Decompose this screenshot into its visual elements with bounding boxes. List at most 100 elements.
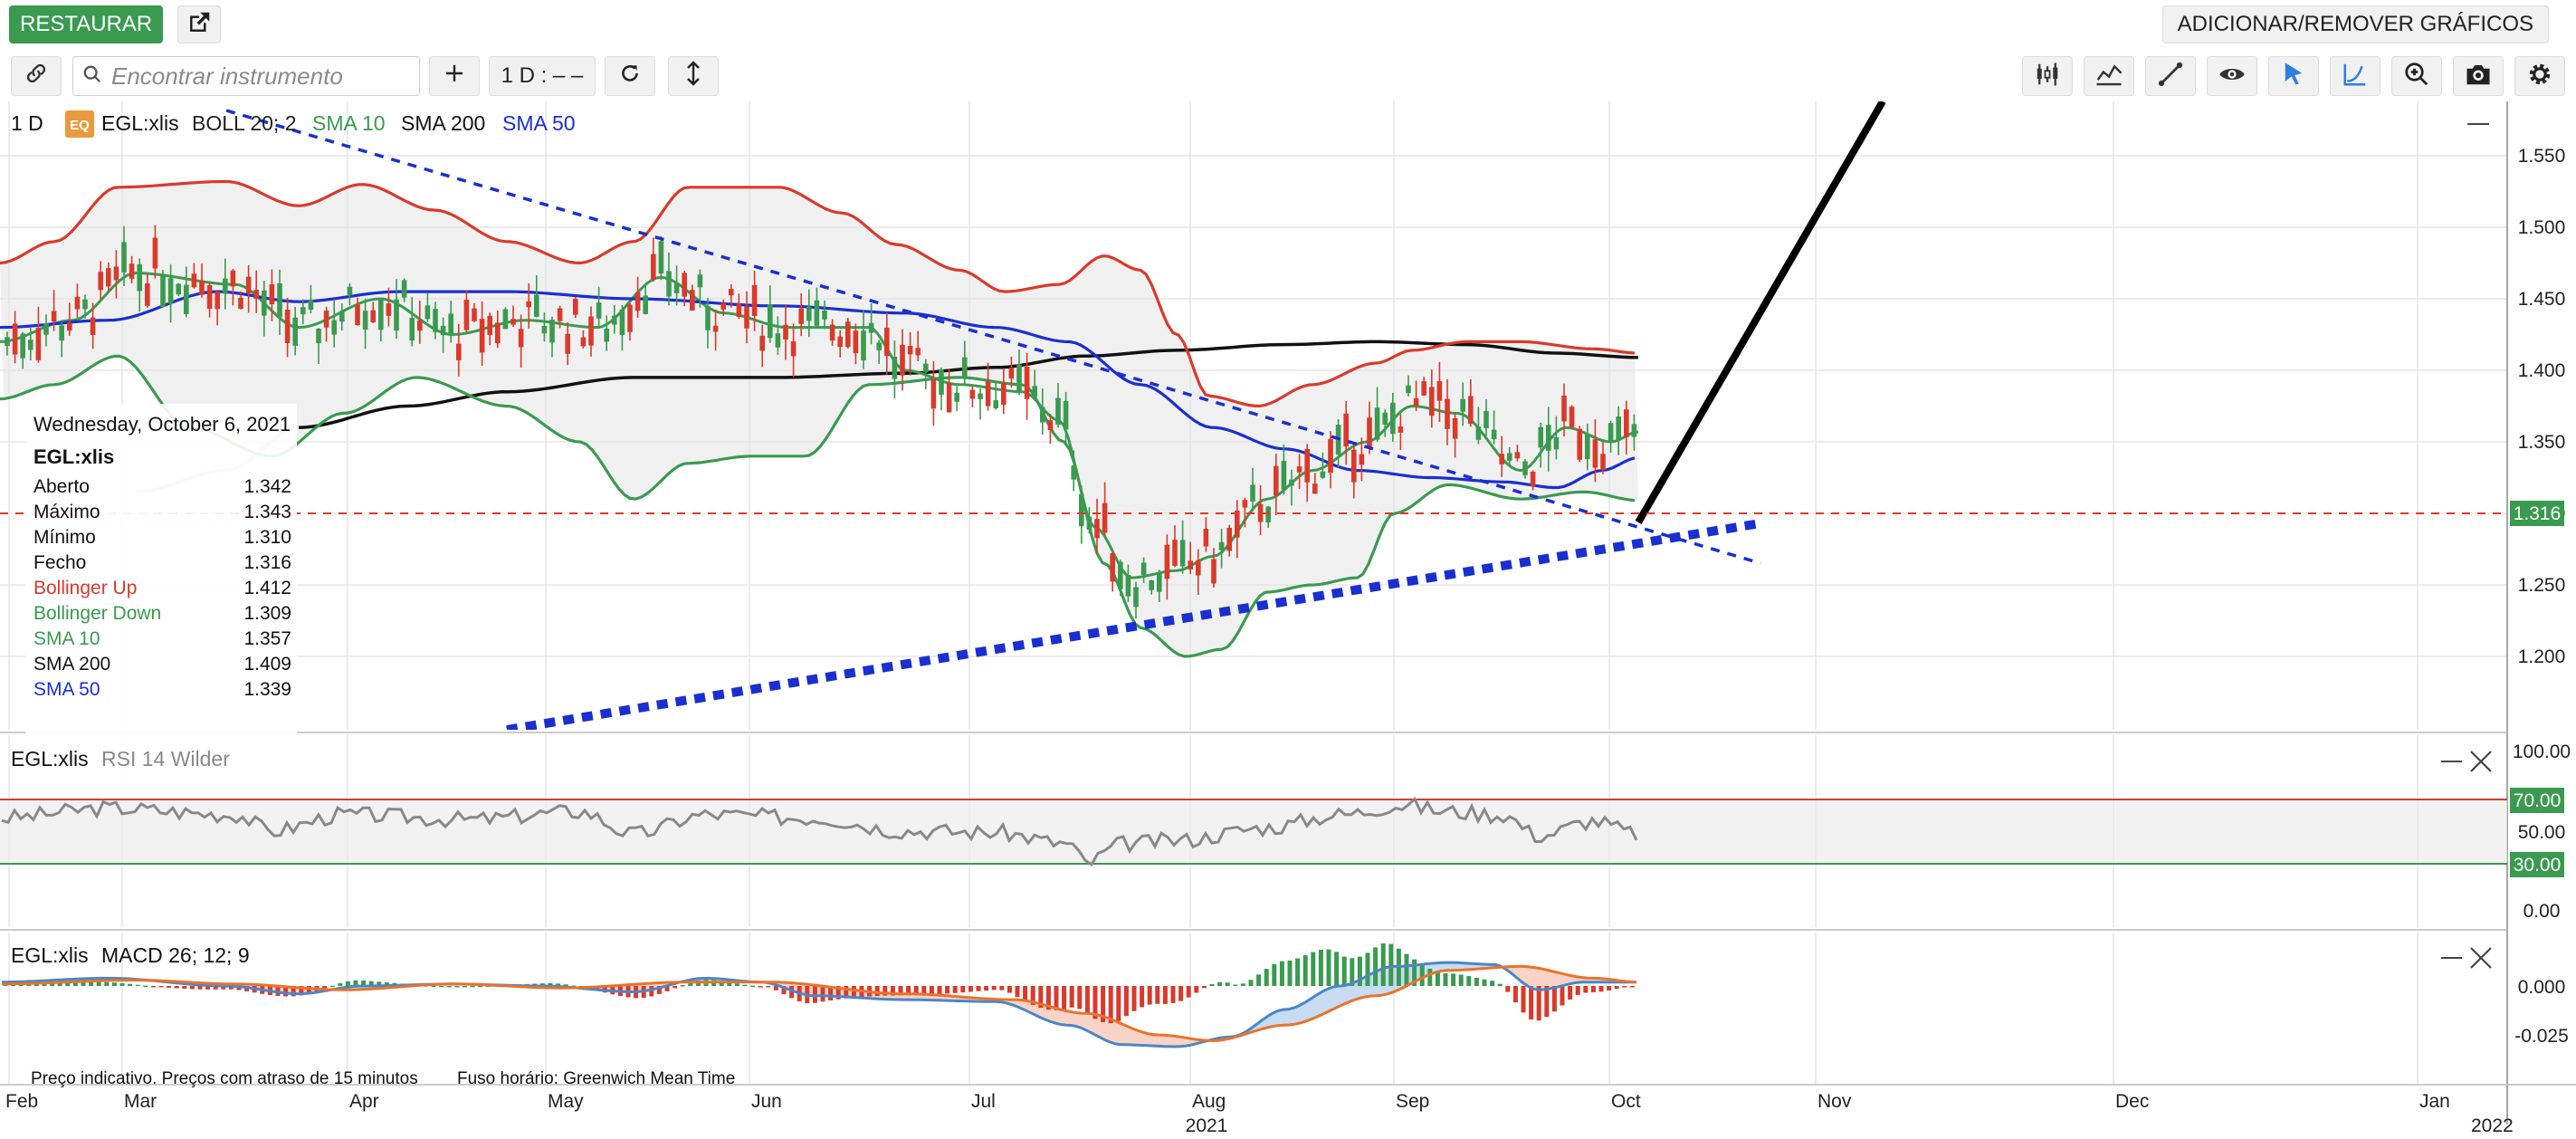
macd-bar [1590,986,1596,992]
macd-bar [945,986,950,994]
candle-body [634,292,641,311]
link-button[interactable] [11,56,62,96]
indicators-button[interactable] [2084,56,2134,96]
cursor-button[interactable] [2268,56,2319,96]
macd-bar [820,986,825,1002]
candle-body [160,275,166,307]
macd-bar [158,986,164,988]
trendline-descending[interactable] [225,109,1761,565]
candle-body [1149,579,1154,590]
instrument-search[interactable] [72,56,420,96]
candle-body [308,299,314,311]
macd-bar [664,986,670,991]
macd-close-icon[interactable] [2470,947,2492,969]
candle-body [137,263,142,292]
candle-body [245,276,252,293]
draw-line-button[interactable] [2145,56,2196,96]
visibility-button[interactable] [2207,56,2257,96]
candle-body [557,308,563,321]
macd-bar [595,986,600,991]
curve-tool-button[interactable] [2330,56,2380,96]
popout-button[interactable] [177,5,221,43]
search-input[interactable] [111,62,401,91]
screenshot-button[interactable] [2453,56,2504,96]
macd-bar [65,981,71,986]
indicator-sma200-label[interactable]: SMA 200 [401,111,485,135]
candle-body [978,393,983,399]
candle-body [448,313,453,335]
price-tick: 1.250 [2518,575,2566,596]
month-tick: Feb [5,1091,38,1112]
candle-body [43,323,49,335]
vertical-scale-button[interactable] [668,56,719,96]
macd-bar [96,981,101,986]
macd-bar [563,984,568,986]
settings-button[interactable] [2514,56,2565,96]
rsi-tick-0: 0.00 [2524,901,2561,922]
candle-body [790,341,797,357]
candle-body [1484,410,1489,428]
candle-body [1250,484,1255,502]
candle-body [463,300,470,330]
macd-fill-positive [2,962,1636,1041]
indicator-boll-label[interactable]: BOLL 20; 2 [192,111,297,135]
macd-bar [1023,986,1028,1001]
info-row-label: SMA 50 [33,679,100,700]
eye-icon [2218,63,2247,90]
candle-body [1008,367,1015,379]
candle-body [596,302,602,319]
chart-type-button[interactable] [2022,56,2073,96]
candle-body [712,325,719,332]
macd-bar [1334,952,1340,986]
month-tick: Aug [1192,1091,1226,1112]
info-row-value: 1.309 [243,603,291,624]
add-instrument-button[interactable] [429,56,480,96]
rsi-indicator-label[interactable]: RSI 14 Wilder [101,747,230,770]
chart-area[interactable]: 1.5501.5001.4501.4001.3501.3001.2501.200… [0,101,2576,1139]
macd-bar [81,981,86,986]
candle-body [1320,471,1326,478]
add-remove-charts-button[interactable]: ADICIONAR/REMOVER GRÁFICOS [2161,5,2549,43]
macd-bar [548,982,553,986]
restore-button[interactable]: RESTAURAR [9,5,164,43]
macd-bar [236,986,242,991]
candle-body [1118,561,1123,589]
drawn-projection-line[interactable] [1635,101,1886,525]
macd-bar [1474,977,1479,986]
search-icon [82,64,102,89]
top-bar: RESTAURAR ADICIONAR/REMOVER GRÁFICOS [0,0,2576,51]
indicator-sma50-label[interactable]: SMA 50 [502,111,576,135]
macd-bar [1084,986,1090,1014]
candle-body [386,303,392,316]
candle-body [1203,529,1209,547]
macd-bar [1521,986,1526,1013]
candle-body [1600,454,1606,471]
interval-label: 1 D [11,111,43,135]
candle-body [783,324,788,340]
candle-body [1024,367,1030,399]
macd-bar [1598,986,1604,992]
trendline-ascending[interactable] [506,519,1761,730]
zoom-button[interactable] [2391,56,2442,96]
candle-body [651,254,656,281]
indicator-sma10-label[interactable]: SMA 10 [312,111,386,135]
candle-body [518,329,524,348]
year-label: 2021 [1186,1115,1228,1136]
candle-body [1172,540,1178,566]
candle-body [541,325,548,334]
macd-indicator-label[interactable]: MACD 26; 12; 9 [101,943,250,967]
macd-bar [1583,986,1589,993]
macd-bar [462,985,467,988]
refresh-button[interactable] [605,56,655,96]
candle-body [1218,541,1225,550]
candlesticks[interactable] [5,225,1637,619]
interval-button[interactable]: 1 D : – – [489,56,596,96]
rsi-close-icon[interactable] [2470,751,2492,772]
time-axis[interactable]: Feb Mar Apr May Jun Jul Aug Sep Oct Nov Dec Jan [5,1091,2450,1112]
candle-body [907,346,913,355]
rsi-upper-badge [2510,788,2564,813]
candle-body [1032,386,1037,397]
candle-body [930,378,937,409]
macd-bar [1551,986,1557,1012]
